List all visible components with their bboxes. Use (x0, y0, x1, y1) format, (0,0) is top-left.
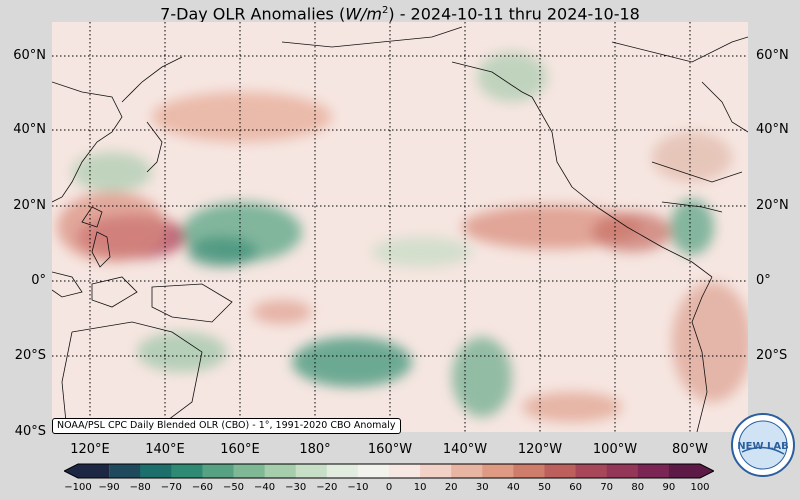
colorbar-cell (295, 464, 328, 478)
colorbar (64, 463, 714, 479)
lat-label-40n-left: 40°N (13, 122, 46, 137)
lon-label-140e: 140°E (145, 442, 185, 457)
colorbar-tick-label: −60 (191, 482, 213, 493)
colorbar-tick-label: −70 (160, 482, 182, 493)
colorbar-cell (233, 464, 266, 478)
lat-label-20n-right: 20°N (756, 198, 789, 213)
colorbar-tick-label: −80 (129, 482, 151, 493)
colorbar-tick-label: 90 (662, 482, 676, 493)
colorbar-cell (64, 464, 110, 478)
data-source-credit: NOAA/PSL CPC Daily Blended OLR (CBO) - 1… (52, 418, 401, 434)
colorbar-tick-label: −50 (222, 482, 245, 493)
colorbar-cell (264, 464, 297, 478)
lon-label-160e: 160°E (220, 442, 260, 457)
colorbar-cell (451, 464, 483, 478)
colorbar-cell (420, 464, 452, 478)
olr-anomaly-map (52, 22, 748, 432)
colorbar-tick-label: 60 (569, 482, 582, 493)
lon-label-100w: 100°W (592, 442, 638, 457)
lat-label-40n-right: 40°N (756, 122, 789, 137)
colorbar-tick-label: −90 (98, 482, 120, 493)
map-title: 7-Day OLR Anomalies (W/m2) - 2024-10-11 … (160, 4, 640, 24)
colorbar-tick-label: 100 (690, 482, 710, 493)
colorbar-cell (109, 464, 141, 478)
colorbar-tick-label: −100 (64, 482, 92, 493)
lab-logo: NEW LAB (731, 413, 795, 477)
colorbar-tick-label: 70 (600, 482, 614, 493)
colorbar-tick-label: −10 (347, 482, 369, 493)
lat-label-40s-left: 40°S (14, 424, 46, 439)
colorbar-tick-label: 0 (385, 482, 393, 493)
colorbar-cell (575, 464, 608, 478)
lon-label-180: 180° (299, 442, 331, 457)
colorbar-tick-label: 30 (475, 482, 489, 493)
lat-label-20n-left: 20°N (13, 198, 46, 213)
lon-label-80w: 80°W (672, 442, 708, 457)
colorbar-cell (637, 464, 670, 478)
colorbar-cell (202, 464, 234, 478)
colorbar-tick-label: 10 (413, 482, 427, 493)
logo-text: NEW LAB (737, 441, 788, 452)
colorbar-cell (513, 464, 545, 478)
lat-label-60n-left: 60°N (13, 48, 46, 63)
colorbar-cell (389, 464, 421, 478)
colorbar-tick-label: −20 (316, 482, 338, 493)
colorbar-tick-label: 40 (507, 482, 520, 493)
colorbar-cell (482, 464, 514, 478)
colorbar-cell (357, 464, 390, 478)
colorbar-cell (544, 464, 577, 478)
lat-label-eq-left: 0° (31, 273, 46, 288)
lat-label-20s-right: 20°S (756, 348, 788, 363)
colorbar-tick-label: 50 (538, 482, 551, 493)
lat-label-eq-right: 0° (756, 273, 771, 288)
map-canvas (52, 22, 748, 432)
colorbar-tick-label: −40 (254, 482, 276, 493)
colorbar-cell (326, 464, 359, 478)
colorbar-cell (606, 464, 639, 478)
colorbar-cell (171, 464, 203, 478)
colorbar-cell (140, 464, 172, 478)
colorbar-tick-label: 20 (444, 482, 458, 493)
anomaly-field (57, 52, 748, 422)
colorbar-tick-label: 80 (631, 482, 645, 493)
lon-label-160w: 160°W (367, 442, 413, 457)
lat-label-60n-right: 60°N (756, 48, 789, 63)
coastlines (52, 26, 748, 432)
lon-label-140w: 140°W (442, 442, 488, 457)
lon-label-120e: 120°E (70, 442, 110, 457)
lat-label-20s-left: 20°S (14, 348, 46, 363)
colorbar-cell (668, 464, 714, 478)
lon-label-120w: 120°W (517, 442, 563, 457)
colorbar-tick-label: −30 (285, 482, 307, 493)
graticule (52, 22, 748, 432)
